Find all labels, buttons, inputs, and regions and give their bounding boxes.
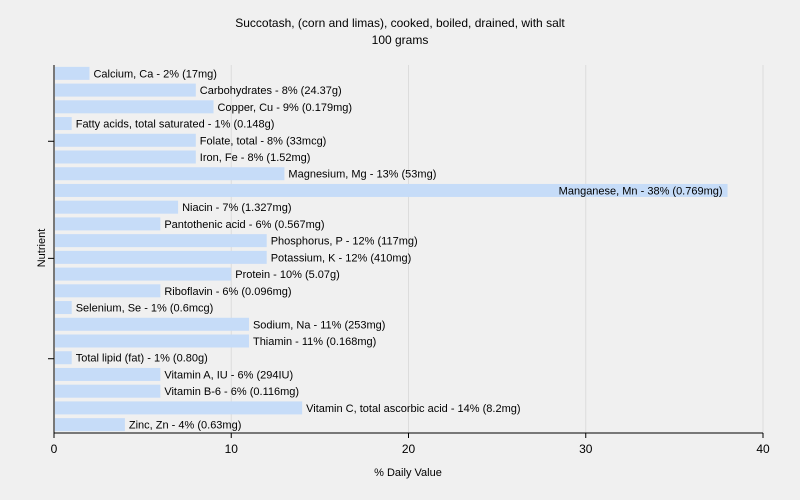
bar-label: Calcium, Ca - 2% (17mg) <box>93 68 216 80</box>
bar-label: Folate, total - 8% (33mcg) <box>200 135 327 147</box>
chart-subtitle: 100 grams <box>372 33 429 47</box>
bar-label: Sodium, Na - 11% (253mg) <box>253 319 385 331</box>
axes: 0 10 20 30 40 <box>48 65 770 456</box>
bar-label: Copper, Cu - 9% (0.179mg) <box>218 102 353 114</box>
bar <box>55 351 72 365</box>
bar <box>55 301 72 315</box>
bar <box>55 367 161 381</box>
bar <box>55 284 161 298</box>
grid <box>230 65 764 433</box>
y-axis-label: Nutrient <box>36 229 48 268</box>
bar <box>55 200 179 214</box>
bar-label: Protein - 10% (5.07g) <box>235 269 340 281</box>
bar-label: Niacin - 7% (1.327mg) <box>182 202 291 214</box>
bar <box>55 133 196 147</box>
bar-label: Selenium, Se - 1% (0.6mcg) <box>76 303 214 315</box>
bar-label: Total lipid (fat) - 1% (0.80g) <box>76 353 208 365</box>
bar <box>55 234 267 248</box>
bar <box>55 334 249 348</box>
bar <box>55 401 303 415</box>
bar-label: Carbohydrates - 8% (24.37g) <box>200 85 342 97</box>
bar-label: Phosphorus, P - 12% (117mg) <box>271 236 418 248</box>
bar <box>55 117 72 131</box>
bar <box>55 418 125 432</box>
x-tick-label: 40 <box>756 442 770 456</box>
bar <box>55 267 232 281</box>
bar <box>55 167 285 181</box>
bar <box>55 217 161 231</box>
x-tick-label: 30 <box>579 442 593 456</box>
bar-label: Pantothenic acid - 6% (0.567mg) <box>164 219 324 231</box>
bar-label: Manganese, Mn - 38% (0.769mg) <box>559 185 723 197</box>
bar-label: Vitamin B-6 - 6% (0.116mg) <box>164 386 299 398</box>
bar-label: Vitamin A, IU - 6% (294IU) <box>164 369 293 381</box>
bar-label: Thiamin - 11% (0.168mg) <box>253 336 376 348</box>
bar <box>55 317 249 331</box>
x-tick-label: 20 <box>402 442 416 456</box>
bar-label: Iron, Fe - 8% (1.52mg) <box>200 152 311 164</box>
chart-title: Succotash, (corn and limas), cooked, boi… <box>235 16 565 30</box>
bar-label: Fatty acids, total saturated - 1% (0.148… <box>76 119 275 131</box>
x-axis-label: % Daily Value <box>374 467 442 479</box>
x-tick-label: 0 <box>51 442 58 456</box>
bar-label: Vitamin C, total ascorbic acid - 14% (8.… <box>306 403 520 415</box>
bar <box>55 384 161 398</box>
bar <box>55 100 214 114</box>
bar <box>55 83 196 97</box>
bars: Calcium, Ca - 2% (17mg) Carbohydrates - 8… <box>55 66 728 432</box>
bar <box>55 150 196 164</box>
bar-label: Riboflavin - 6% (0.096mg) <box>164 286 291 298</box>
bar <box>55 250 267 264</box>
bar-label: Zinc, Zn - 4% (0.63mg) <box>129 420 241 432</box>
bar-label: Potassium, K - 12% (410mg) <box>271 252 412 264</box>
bar <box>55 183 728 197</box>
bar <box>55 66 90 80</box>
bar-label: Magnesium, Mg - 13% (53mg) <box>288 169 436 181</box>
x-tick-label: 10 <box>225 442 239 456</box>
